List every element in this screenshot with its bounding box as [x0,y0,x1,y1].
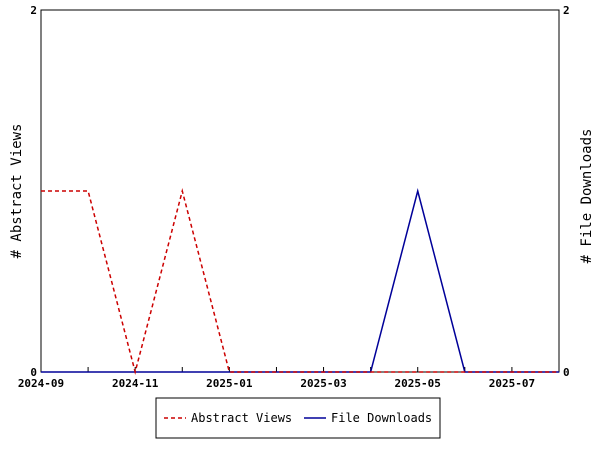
x-tick-label: 2025-07 [489,377,535,390]
legend-label-file-downloads: File Downloads [331,411,432,425]
y-axis-ticks: 0 2 0 2 [30,4,569,379]
y-left-tick-label: 0 [30,366,37,379]
series-line-abstract-views [41,188,559,375]
x-tick-label: 2025-03 [300,377,346,390]
plot-area-border [40,9,560,373]
y-right-tick-label: 0 [563,366,570,379]
plot-frame [40,9,560,373]
legend-box [155,397,441,439]
y-axis-left-title: # Abstract Views [9,124,25,259]
series-line-file-downloads [41,188,559,373]
y-left-tick-label: 2 [30,4,37,17]
legend-label-abstract-views: Abstract Views [191,411,292,425]
legend: Abstract Views File Downloads [155,397,441,439]
x-tick-label: 2025-05 [395,377,441,390]
x-tick-label: 2024-11 [112,377,159,390]
x-tick-label: 2024-09 [18,377,64,390]
x-tick-label: 2025-01 [206,377,253,390]
series-layer [41,188,559,375]
x-axis-ticks: 2024-09 2024-11 2025-01 2025-03 2025-05 2025-… [18,367,560,390]
y-axis-right-title: # File Downloads [579,129,595,264]
y-right-tick-label: 2 [563,4,570,17]
